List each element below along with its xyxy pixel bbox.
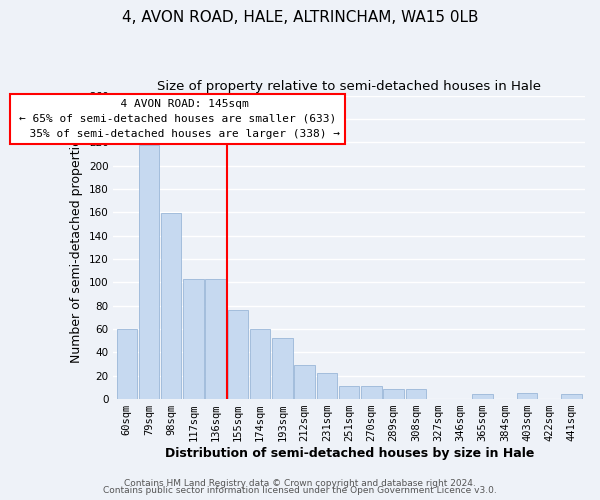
- Bar: [161, 214, 181, 399]
- Bar: [383, 388, 404, 399]
- Text: 4 AVON ROAD: 145sqm
← 65% of semi-detached houses are smaller (633)
  35% of sem: 4 AVON ROAD: 145sqm ← 65% of semi-detach…: [16, 99, 340, 138]
- Bar: [228, 310, 248, 399]
- Bar: [406, 388, 426, 399]
- Bar: [250, 329, 271, 399]
- Y-axis label: Number of semi-detached properties: Number of semi-detached properties: [70, 132, 83, 363]
- Bar: [361, 386, 382, 399]
- Bar: [272, 338, 293, 399]
- Bar: [183, 279, 204, 399]
- Bar: [317, 374, 337, 399]
- Bar: [517, 393, 538, 399]
- Bar: [116, 329, 137, 399]
- Text: Contains HM Land Registry data © Crown copyright and database right 2024.: Contains HM Land Registry data © Crown c…: [124, 478, 476, 488]
- Text: Contains public sector information licensed under the Open Government Licence v3: Contains public sector information licen…: [103, 486, 497, 495]
- Title: Size of property relative to semi-detached houses in Hale: Size of property relative to semi-detach…: [157, 80, 541, 93]
- Bar: [339, 386, 359, 399]
- Bar: [205, 279, 226, 399]
- Bar: [139, 144, 159, 399]
- X-axis label: Distribution of semi-detached houses by size in Hale: Distribution of semi-detached houses by …: [164, 447, 534, 460]
- Text: 4, AVON ROAD, HALE, ALTRINCHAM, WA15 0LB: 4, AVON ROAD, HALE, ALTRINCHAM, WA15 0LB: [122, 10, 478, 25]
- Bar: [472, 394, 493, 399]
- Bar: [295, 365, 315, 399]
- Bar: [562, 394, 582, 399]
